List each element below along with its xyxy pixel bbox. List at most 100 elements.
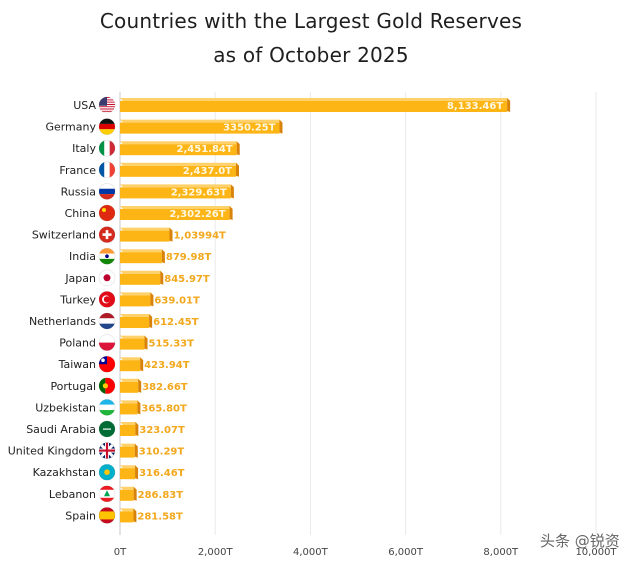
country-label: Turkey	[59, 293, 96, 306]
taiwan-flag-icon	[98, 355, 116, 373]
x-tick-label: 4,000T	[293, 547, 329, 558]
portugal-flag-icon	[98, 377, 116, 395]
bar-side-face	[236, 141, 240, 156]
bar-top-face	[120, 378, 142, 382]
bar	[120, 425, 136, 436]
value-label: 382.66T	[142, 382, 188, 393]
bar-row: Turkey 639.01T	[59, 291, 200, 308]
country-label: Russia	[61, 185, 96, 198]
bar-top-face	[120, 141, 240, 145]
bar-top-face	[120, 508, 137, 512]
bar-side-face	[161, 249, 165, 264]
value-label: 1,03994T	[174, 231, 227, 242]
bar-side-face	[236, 162, 240, 177]
country-label: Lebanon	[49, 488, 96, 501]
bar-top-face	[120, 184, 234, 188]
bar-row: France 2,437.0T	[59, 161, 240, 179]
bar	[120, 144, 237, 156]
bar-side-face	[133, 508, 137, 523]
country-label: Portugal	[50, 380, 96, 393]
value-label: 515.33T	[149, 339, 195, 350]
france-flag-icon	[98, 161, 116, 179]
poland-flag-icon	[98, 334, 116, 351]
bar-row: Switzerland 1,03994T	[32, 226, 227, 243]
bar-top-face	[120, 335, 148, 339]
russia-flag-icon	[98, 183, 116, 200]
bar-side-face	[144, 335, 148, 350]
germany-flag-icon	[98, 118, 116, 135]
bar-row: Kazakhstan 316.46T	[33, 463, 185, 481]
bar-side-face	[160, 270, 164, 285]
bar-top-face	[120, 206, 233, 209]
value-label: 845.97T	[164, 274, 210, 285]
switzerland-flag-icon	[98, 226, 116, 243]
bar-row: Japan 845.97T	[64, 269, 210, 287]
spain-flag-icon	[98, 507, 116, 524]
watermark: 头条 @锐资	[540, 532, 620, 550]
value-label: 3350.25T	[223, 123, 276, 134]
turkey-flag-icon	[98, 291, 116, 308]
value-label: 2,451.84T	[177, 144, 233, 155]
bar-row: Poland 515.33T	[59, 334, 195, 351]
bar-row: Italy 2,451.84T	[72, 139, 240, 157]
bar-side-face	[134, 443, 138, 458]
bar-top-face	[120, 422, 139, 425]
bar-row: Saudi Arabia 323.07T	[26, 420, 185, 438]
bar-row: Spain 281.58T	[65, 507, 183, 524]
bar-side-face	[229, 206, 233, 220]
value-label: 281.58T	[137, 511, 183, 522]
x-tick-label: 2,000T	[198, 547, 234, 558]
bar-row: United Kingdom 310.29T	[8, 442, 184, 459]
italy-flag-icon	[98, 139, 116, 157]
bar	[120, 295, 151, 307]
bar-side-face	[230, 184, 234, 199]
japan-flag-icon	[98, 269, 116, 287]
country-label: United Kingdom	[8, 445, 96, 458]
country-label: Switzerland	[32, 229, 96, 242]
bar-top-face	[120, 443, 138, 447]
bar-side-face	[140, 357, 144, 372]
bar-row: India 879.98T	[69, 247, 211, 265]
bar	[120, 338, 145, 350]
kazakhstan-flag-icon	[98, 463, 116, 481]
country-label: Uzbekistan	[35, 401, 96, 414]
uk-flag-icon	[98, 442, 116, 459]
chart-title-line2: as of October 2025	[213, 43, 409, 67]
us-flag-icon	[98, 96, 116, 114]
x-tick-label: 10,000T	[575, 547, 617, 558]
bar-side-face	[169, 227, 173, 242]
bar-side-face	[133, 486, 137, 501]
value-label: 8,133.46T	[447, 101, 503, 112]
india-flag-icon	[98, 247, 116, 265]
country-label: Saudi Arabia	[26, 423, 96, 436]
bar-top-face	[120, 314, 153, 317]
bar-row: Lebanon 286.83T	[49, 485, 184, 503]
country-label: India	[69, 250, 96, 263]
bar	[120, 317, 150, 328]
bar	[120, 511, 134, 523]
bar-top-face	[120, 119, 283, 123]
value-label: 2,329.63T	[171, 187, 227, 198]
country-label: Kazakhstan	[33, 466, 96, 479]
country-label: USA	[73, 99, 96, 112]
netherlands-flag-icon	[98, 312, 116, 330]
saudi-arabia-flag-icon	[98, 420, 116, 438]
country-label: Japan	[64, 272, 96, 285]
value-label: 639.01T	[154, 295, 200, 306]
bar-top-face	[120, 400, 141, 404]
bar-row: USA 8,133.46T	[73, 96, 511, 114]
chart-title-line1: Countries with the Largest Gold Reserves	[99, 9, 523, 33]
bar	[120, 446, 135, 458]
value-label: 286.83T	[138, 490, 184, 501]
uzbekistan-flag-icon	[98, 399, 116, 416]
country-label: Italy	[72, 142, 96, 155]
bar-side-face	[138, 378, 142, 393]
bar-top-face	[120, 292, 154, 296]
bar-side-face	[135, 465, 139, 480]
bar-top-face	[120, 98, 511, 101]
gridlines	[119, 92, 597, 535]
value-label: 612.45T	[153, 317, 199, 328]
bar	[120, 468, 136, 480]
bar-top-face	[120, 486, 137, 490]
